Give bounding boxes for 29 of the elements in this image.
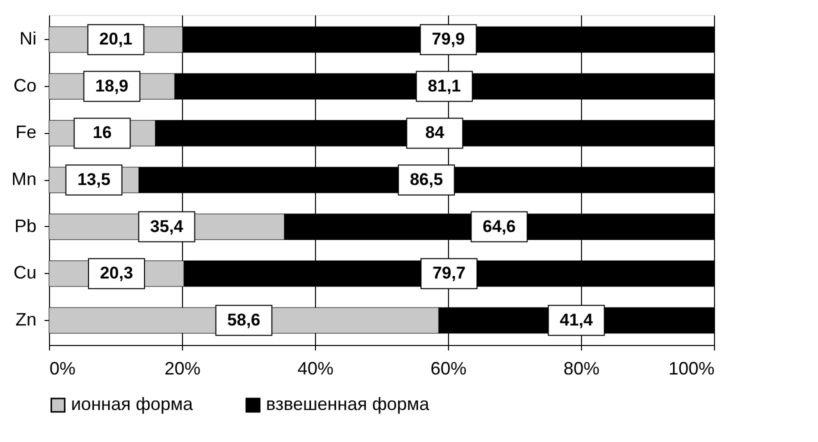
y-tick-label: Fe xyxy=(15,122,36,142)
data-label: 18,9 xyxy=(95,76,128,96)
data-label: 41,4 xyxy=(560,310,594,330)
y-tick-label: Pb xyxy=(14,216,36,236)
y-tick-label: Ni xyxy=(20,28,36,49)
data-label: 20,3 xyxy=(100,264,134,283)
x-tick-label: 60% xyxy=(430,358,467,378)
x-tick-label: 20% xyxy=(164,358,201,378)
data-label: 13,5 xyxy=(77,170,110,189)
y-tick-label: Co xyxy=(13,75,36,96)
data-label: 64,6 xyxy=(482,216,516,236)
y-tick-label: Zn xyxy=(15,309,36,330)
data-label: 58,6 xyxy=(227,310,260,330)
x-tick-label: 0% xyxy=(50,358,76,378)
legend-label: взвешенная форма xyxy=(266,394,430,414)
y-tick-label: Mn xyxy=(11,169,36,189)
legend-label: ионная форма xyxy=(71,394,194,414)
x-tick-label: 80% xyxy=(563,358,600,378)
x-tick-label: 40% xyxy=(297,358,334,378)
data-label: 16 xyxy=(92,123,112,142)
data-label: 81,1 xyxy=(428,76,461,96)
y-tick-label: Cu xyxy=(13,262,36,283)
data-label: 79,9 xyxy=(432,30,465,49)
data-label: 20,1 xyxy=(99,30,132,49)
data-label: 35,4 xyxy=(150,216,184,236)
x-tick-label: 100% xyxy=(668,358,714,378)
data-label: 84 xyxy=(425,123,445,142)
data-label: 86,5 xyxy=(410,170,443,189)
data-label: 79,7 xyxy=(432,264,466,283)
